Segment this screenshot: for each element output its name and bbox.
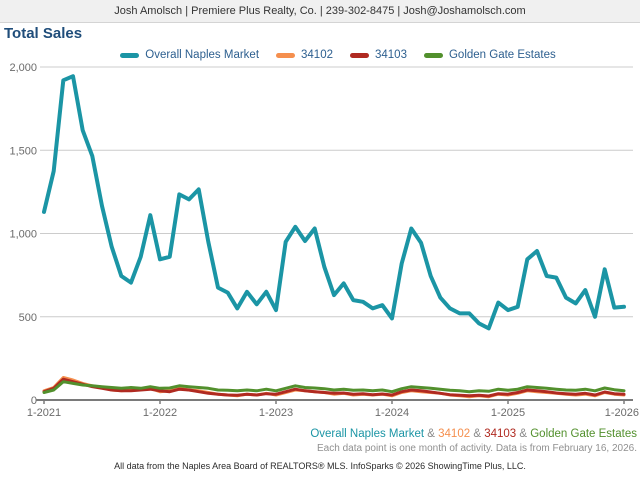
page-title: Total Sales xyxy=(4,25,83,42)
y-axis-tick-label: 1,500 xyxy=(9,145,37,157)
x-axis-tick-label: 1-2021 xyxy=(27,407,61,419)
legend-swatch-icon xyxy=(276,52,296,58)
series-line-overall-naples-market xyxy=(42,74,626,331)
contact-info: Josh Amolsch | Premiere Plus Realty, Co.… xyxy=(114,5,526,17)
y-axis-tick-label: 500 xyxy=(19,312,37,324)
footer-series-name-golden-gate-estates: Golden Gate Estates xyxy=(530,428,637,440)
legend-item-overall-naples-market: Overall Naples Market xyxy=(120,49,259,61)
y-axis-tick-label: 2,000 xyxy=(9,62,37,74)
footer-note: Each data point is one month of activity… xyxy=(317,443,637,454)
footer-series-name-34103: 34103 xyxy=(484,428,517,440)
legend-label: 34103 xyxy=(375,49,407,61)
legend-label: Golden Gate Estates xyxy=(448,49,556,61)
x-axis-tick-label: 1-2022 xyxy=(143,407,177,419)
header-bar: Josh Amolsch | Premiere Plus Realty, Co.… xyxy=(0,0,640,23)
footer-series-name-overall-naples-market: Overall Naples Market xyxy=(310,428,425,440)
legend-swatch-icon xyxy=(350,52,369,58)
footer-series-line: Overall Naples Market & 34102 & 34103 & … xyxy=(310,428,637,440)
y-axis-tick-label: 0 xyxy=(31,395,37,407)
x-axis-tick-label: 1-2024 xyxy=(375,407,409,419)
x-axis-tick-label: 1-2026 xyxy=(605,407,639,419)
footer-separator: & xyxy=(516,428,531,440)
footer-series-name-34102: 34102 xyxy=(438,428,471,440)
legend-item-34103: 34103 xyxy=(350,49,407,61)
legend-swatch-icon xyxy=(120,52,140,58)
legend-item-34102: 34102 xyxy=(276,49,333,61)
x-axis-tick-label: 1-2025 xyxy=(491,407,525,419)
footer-attribution: All data from the Naples Area Board of R… xyxy=(114,461,526,471)
legend-item-golden-gate-estates: Golden Gate Estates xyxy=(423,49,556,61)
y-axis-tick-label: 1,000 xyxy=(9,229,37,241)
legend-swatch-icon xyxy=(423,52,443,58)
series-line-34103 xyxy=(42,377,626,398)
series-line-golden-gate-estates xyxy=(42,380,626,394)
footer-separator: & xyxy=(470,428,485,440)
chart-legend: Overall Naples Market 34102 34103 Golden Ga… xyxy=(44,47,632,63)
x-axis-tick-label: 1-2023 xyxy=(259,407,293,419)
legend-label: 34102 xyxy=(301,49,333,61)
footer-separator: & xyxy=(424,428,439,440)
legend-label: Overall Naples Market xyxy=(145,49,260,61)
